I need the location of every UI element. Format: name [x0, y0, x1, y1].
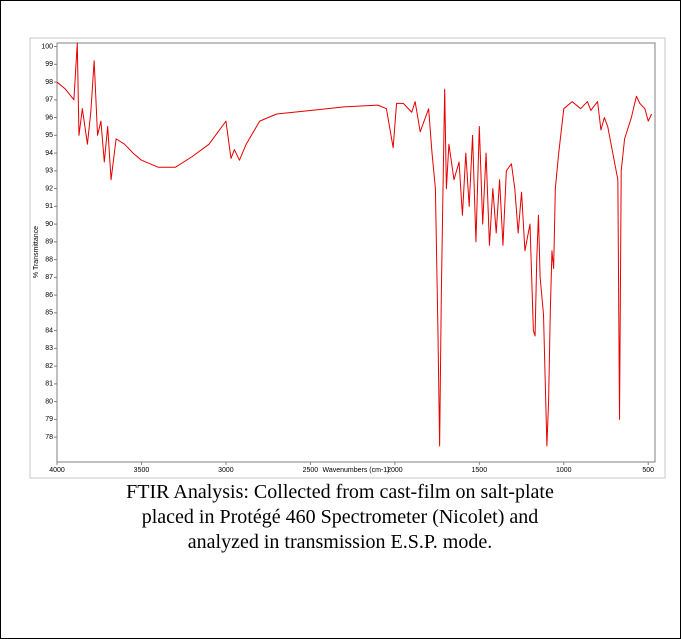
- y-tick-label: 84: [45, 327, 53, 334]
- y-tick-label: 95: [45, 132, 53, 139]
- y-tick-label: 91: [45, 203, 53, 210]
- y-tick-label: 94: [45, 150, 53, 157]
- y-tick-label: 80: [45, 398, 53, 405]
- x-axis-label: Wavenumbers (cm-1): [322, 467, 389, 474]
- y-tick-label: 92: [45, 185, 53, 192]
- y-tick-label: 96: [45, 114, 53, 121]
- y-tick-label: 85: [45, 310, 53, 317]
- x-tick-label: 2500: [303, 467, 319, 474]
- chart: Wavenumbers (cm-1) % Transmittance 78 79 8…: [29, 37, 666, 479]
- x-tick-label: 3500: [134, 467, 150, 474]
- x-tick-label: 4000: [49, 467, 65, 474]
- x-tick-label: 1000: [556, 467, 572, 474]
- spectrum-line: [56, 42, 653, 447]
- y-tick-label: 99: [45, 61, 53, 68]
- y-tick-label: 90: [45, 221, 53, 228]
- y-tick-label: 100: [41, 43, 53, 50]
- y-tick-label: 83: [45, 345, 53, 352]
- y-tick-label: 86: [45, 292, 53, 299]
- y-tick-label: 81: [45, 381, 53, 388]
- x-tick-label: 2000: [387, 467, 403, 474]
- y-tick-label: 98: [45, 79, 53, 86]
- y-axis-label: % Transmittance: [33, 226, 40, 278]
- y-tick-label: 93: [45, 168, 53, 175]
- y-tick-label: 78: [45, 434, 53, 441]
- y-tick-label: 89: [45, 239, 53, 246]
- x-tick-label: 500: [642, 467, 654, 474]
- caption: FTIR Analysis: Collected from cast-film …: [126, 481, 554, 553]
- y-tick-label: 87: [45, 274, 53, 281]
- y-tick-label: 88: [45, 256, 53, 263]
- y-tick-label: 82: [45, 363, 53, 370]
- x-tick-label: 1500: [472, 467, 488, 474]
- y-tick-label: 97: [45, 97, 53, 104]
- plot-frame: [56, 42, 656, 463]
- y-tick-label: 79: [45, 416, 53, 423]
- x-tick-label: 3000: [218, 467, 234, 474]
